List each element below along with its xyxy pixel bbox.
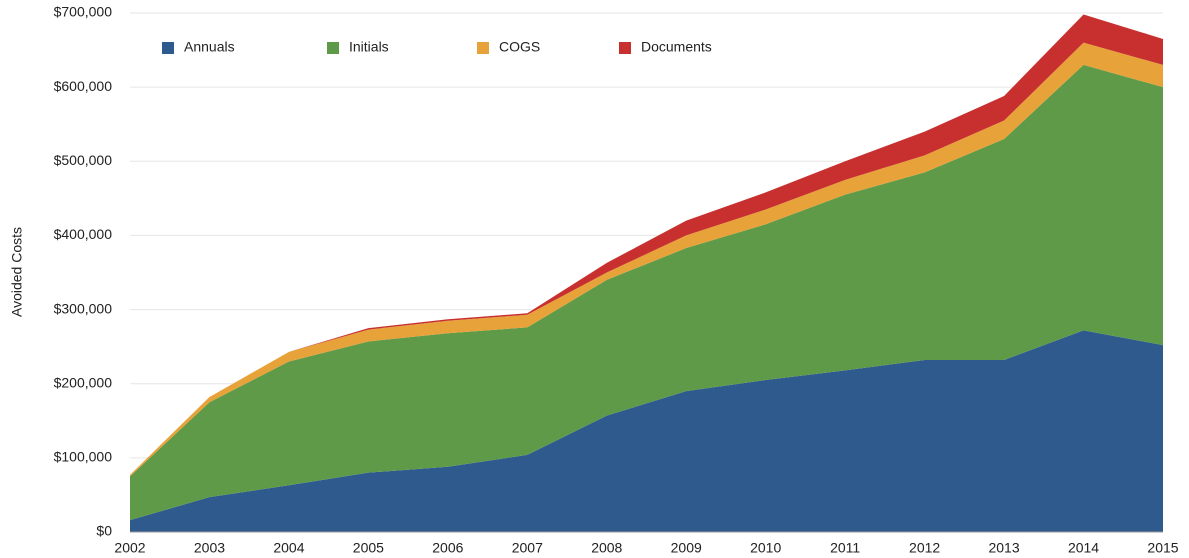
y-tick-label: $500,000 xyxy=(54,152,113,168)
x-tick-label: 2009 xyxy=(671,540,702,556)
legend-swatch xyxy=(619,42,631,54)
x-tick-label: 2008 xyxy=(591,540,622,556)
y-tick-label: $100,000 xyxy=(54,449,113,465)
x-tick-label: 2002 xyxy=(114,540,145,556)
y-tick-label: $300,000 xyxy=(54,300,113,316)
x-tick-label: 2014 xyxy=(1068,540,1099,556)
y-tick-label: $700,000 xyxy=(54,4,113,20)
legend-label: COGS xyxy=(499,39,540,55)
y-tick-label: $600,000 xyxy=(54,78,113,94)
x-tick-label: 2011 xyxy=(830,540,860,556)
x-tick-label: 2005 xyxy=(353,540,384,556)
x-tick-label: 2007 xyxy=(512,540,543,556)
x-tick-label: 2012 xyxy=(909,540,940,556)
x-tick-label: 2004 xyxy=(273,540,304,556)
legend-label: Documents xyxy=(641,39,712,55)
y-tick-label: $200,000 xyxy=(54,374,113,390)
area xyxy=(130,42,1163,477)
y-tick-label: $0 xyxy=(96,523,112,539)
x-tick-label: 2013 xyxy=(988,540,1019,556)
legend-swatch xyxy=(477,42,489,54)
x-tick-label: 2006 xyxy=(432,540,463,556)
legend-label: Initials xyxy=(349,39,389,55)
legend-label: Annuals xyxy=(184,39,235,55)
area xyxy=(130,64,1163,521)
y-axis-label: Avoided Costs xyxy=(9,227,25,317)
x-tick-label: 2003 xyxy=(194,540,225,556)
y-tick-label: $400,000 xyxy=(54,226,113,242)
x-tick-label: 2015 xyxy=(1147,540,1178,556)
area xyxy=(130,14,1163,475)
legend-swatch xyxy=(162,42,174,54)
x-tick-label: 2010 xyxy=(750,540,781,556)
legend-swatch xyxy=(327,42,339,54)
area xyxy=(130,330,1163,532)
